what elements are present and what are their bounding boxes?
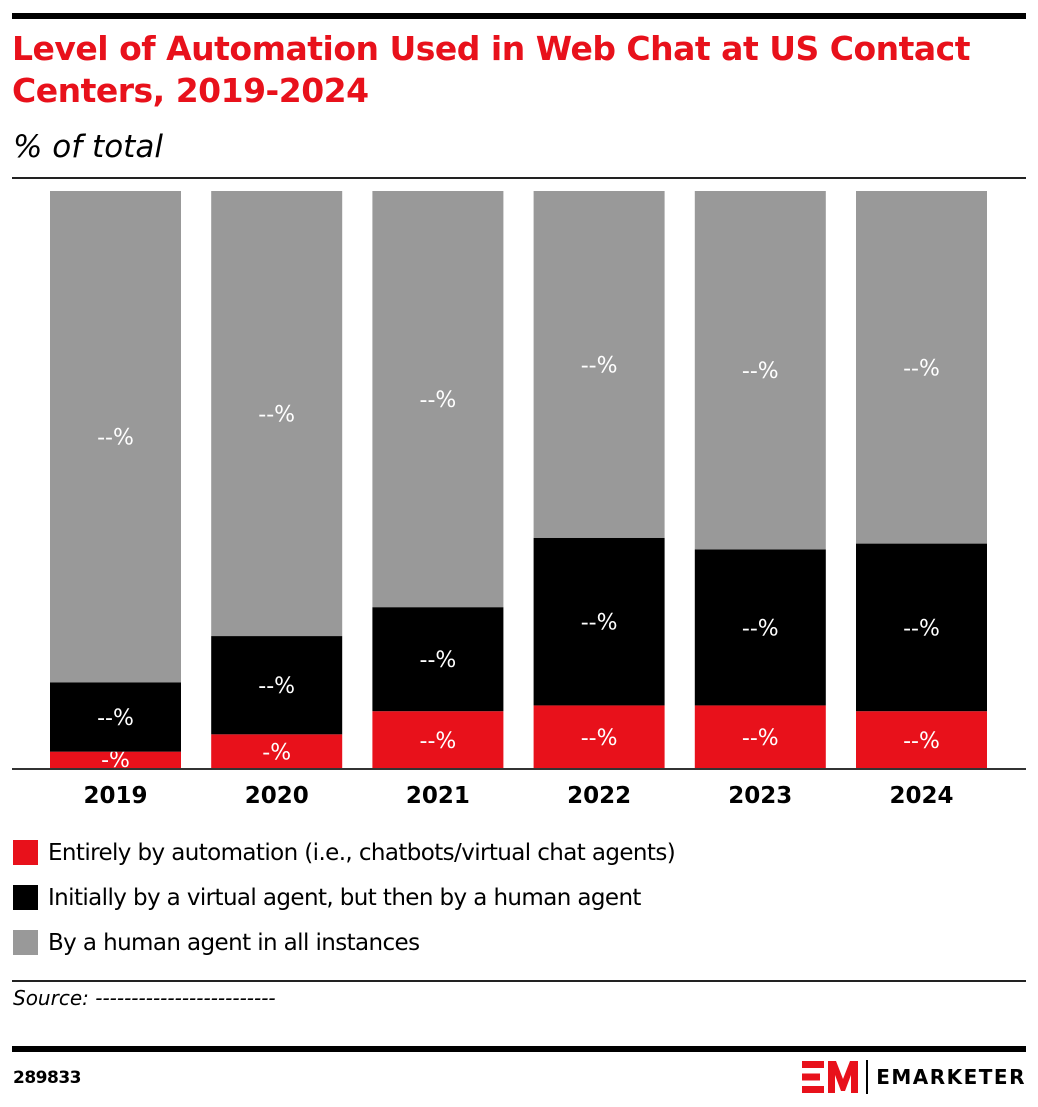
bar-segment-2022-initially-by-a-virtual-a <box>533 537 665 706</box>
legend-label: Entirely by automation (i.e., chatbots/v… <box>48 839 676 866</box>
top-rule <box>12 13 1026 19</box>
stacked-bar-chart: -%--%--%-%--%--%--%--%--%--%--%--%--%--%… <box>12 191 1026 809</box>
x-tick-label-2023: 2023 <box>728 783 792 809</box>
x-tick-label-2021: 2021 <box>406 783 470 809</box>
data-label-2020-1: --% <box>258 674 295 699</box>
legend-swatch-black <box>13 885 38 910</box>
chart-top-rule <box>12 177 1026 179</box>
data-label-2020-0: -% <box>262 741 291 766</box>
x-tick-label-2020: 2020 <box>245 783 309 809</box>
bar-segment-2021-initially-by-a-virtual-a <box>372 607 504 712</box>
brand-name: EMARKETER <box>876 1065 1026 1089</box>
data-label-2024-1: --% <box>903 616 940 641</box>
bar-segment-2023-initially-by-a-virtual-a <box>694 549 826 706</box>
legend: Entirely by automation (i.e., chatbots/v… <box>13 830 676 965</box>
data-label-2023-1: --% <box>742 616 779 641</box>
data-label-2020-2: --% <box>258 403 295 428</box>
bar-segment-2020-initially-by-a-virtual-a <box>211 636 343 735</box>
data-label-2023-0: --% <box>742 726 779 751</box>
bar-segment-2023-entirely-by-automation-i <box>694 705 826 769</box>
source-rule <box>12 980 1026 982</box>
data-label-2022-2: --% <box>581 353 618 378</box>
bar-segment-2019-entirely-by-automation-i <box>50 751 181 769</box>
legend-label: Initially by a virtual agent, but then b… <box>48 884 641 911</box>
logo-divider <box>866 1060 869 1094</box>
legend-swatch-red <box>13 840 38 865</box>
bar-segment-2022-by-a-human-agent-in-all- <box>533 191 665 538</box>
bar-segment-2024-entirely-by-automation-i <box>856 711 987 769</box>
bar-segment-2023-by-a-human-agent-in-all- <box>694 191 826 550</box>
x-tick-label-2022: 2022 <box>567 783 631 809</box>
data-label-2023-2: --% <box>742 359 779 384</box>
data-label-2024-0: --% <box>903 729 940 754</box>
data-label-2024-2: --% <box>903 356 940 381</box>
x-tick-label-2019: 2019 <box>83 783 147 809</box>
legend-item-automation: Entirely by automation (i.e., chatbots/v… <box>13 830 676 875</box>
bar-segment-2021-entirely-by-automation-i <box>372 711 504 769</box>
bar-segment-2020-by-a-human-agent-in-all- <box>211 191 343 637</box>
emarketer-logo: EMARKETER <box>802 1060 1026 1094</box>
legend-label: By a human agent in all instances <box>48 929 420 956</box>
data-label-2021-1: --% <box>420 648 457 673</box>
x-axis-ticks: 2019 2020 2021 2022 2023 2024 <box>83 783 953 809</box>
data-label-2021-2: --% <box>420 388 457 413</box>
em-logo-icon <box>802 1061 859 1093</box>
data-label-2021-0: --% <box>420 729 457 754</box>
bar-segment-2019-by-a-human-agent-in-all- <box>50 191 181 683</box>
x-tick-label-2024: 2024 <box>889 783 953 809</box>
chart-subtitle: % of total <box>13 129 163 165</box>
bar-segment-2022-entirely-by-automation-i <box>533 705 665 769</box>
bars-group: -%--%--%-%--%--%--%--%--%--%--%--%--%--%… <box>50 191 987 773</box>
legend-item-human-all: By a human agent in all instances <box>13 920 675 965</box>
bar-segment-2024-initially-by-a-virtual-a <box>856 543 987 712</box>
bar-segment-2020-entirely-by-automation-i <box>211 734 343 769</box>
legend-item-virtual-then-human: Initially by a virtual agent, but then b… <box>13 875 675 920</box>
chart-id: 289833 <box>13 1068 81 1088</box>
bar-segment-2024-by-a-human-agent-in-all- <box>856 191 987 544</box>
data-label-2022-1: --% <box>581 611 618 636</box>
data-label-2022-0: --% <box>581 726 618 751</box>
bottom-rule <box>12 1046 1026 1052</box>
data-label-2019-1: --% <box>97 706 134 731</box>
chart-title: Level of Automation Used in Web Chat at … <box>12 29 971 110</box>
legend-swatch-gray <box>13 930 38 955</box>
bar-segment-2019-initially-by-a-virtual-a <box>50 682 181 752</box>
bar-segment-2021-by-a-human-agent-in-all- <box>372 191 504 608</box>
data-label-2019-2: --% <box>97 426 134 451</box>
source-note: Source: ------------------------- <box>13 986 276 1010</box>
